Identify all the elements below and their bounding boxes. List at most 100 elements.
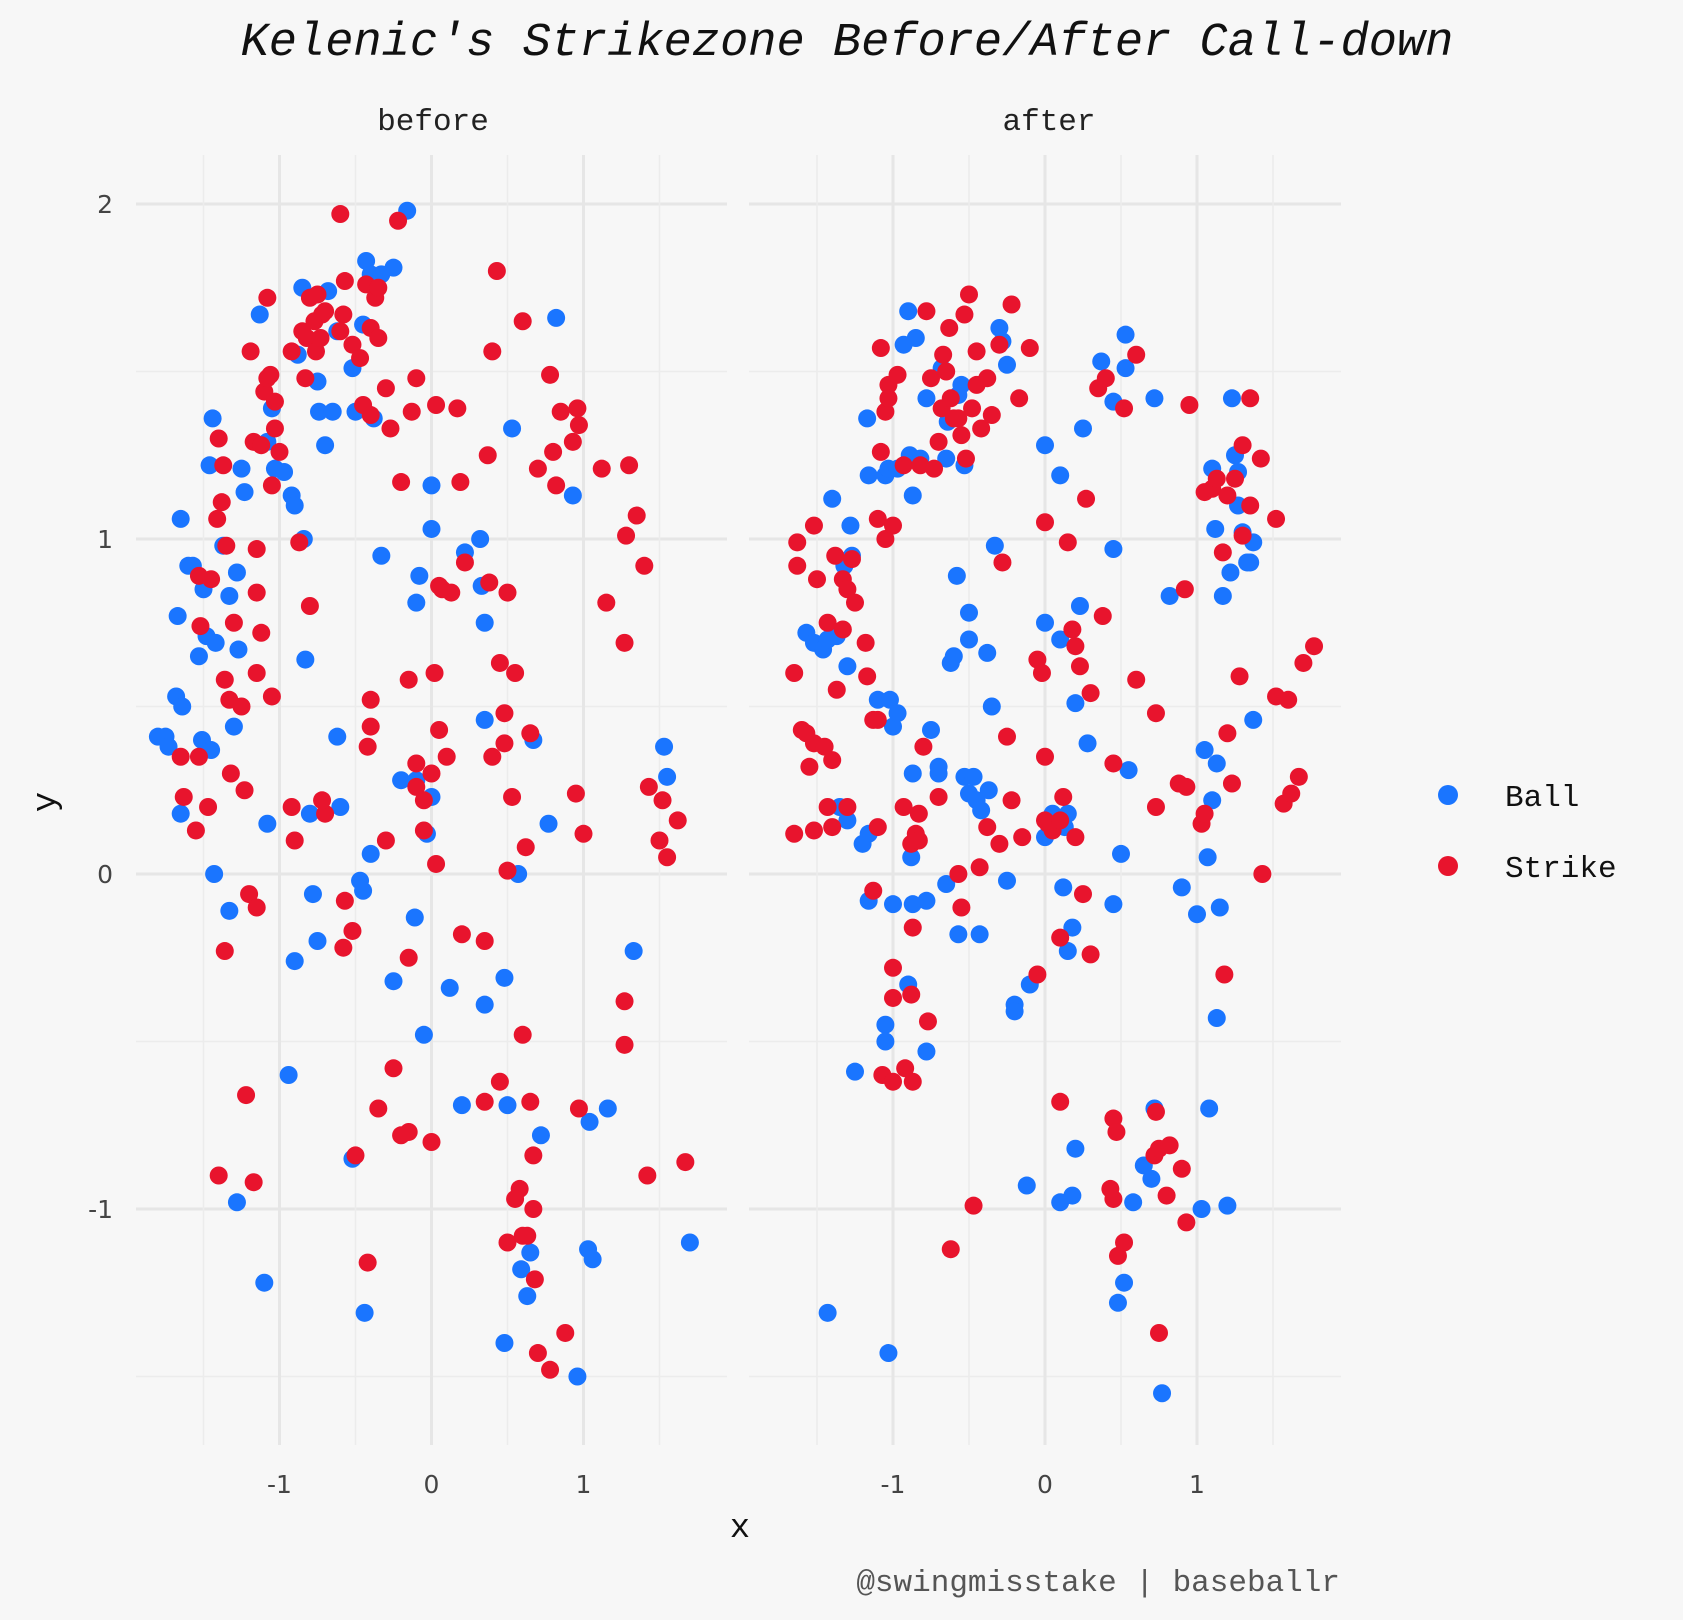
point-strike	[1195, 804, 1214, 823]
point-strike	[868, 710, 887, 729]
point-strike	[1104, 754, 1123, 773]
point-strike	[199, 798, 218, 816]
point-strike	[597, 593, 616, 612]
point-ball	[838, 811, 857, 830]
point-ball	[902, 848, 921, 867]
point-ball	[354, 881, 373, 900]
point-strike	[941, 1240, 960, 1259]
point-ball	[384, 258, 403, 277]
point-strike	[978, 369, 997, 388]
point-strike	[551, 402, 570, 421]
point-strike	[638, 1166, 657, 1185]
point-strike	[191, 617, 210, 636]
point-strike	[815, 737, 834, 756]
point-strike	[804, 821, 823, 840]
point-strike	[615, 1035, 634, 1054]
point-ball	[917, 389, 936, 408]
point-strike	[1175, 580, 1194, 599]
point-ball	[858, 409, 877, 428]
point-ball	[846, 1062, 864, 1081]
point-strike	[392, 473, 411, 492]
point-ball	[1116, 325, 1135, 344]
point-strike	[1074, 885, 1092, 904]
point-strike	[990, 335, 1009, 354]
point-strike	[1146, 1102, 1165, 1121]
point-strike	[1213, 543, 1232, 562]
point-strike	[1230, 667, 1249, 686]
point-strike	[376, 831, 395, 850]
point-strike	[990, 834, 1009, 853]
point-ball	[355, 1303, 374, 1322]
point-strike	[1108, 1246, 1127, 1265]
point-strike	[1251, 449, 1270, 468]
point-strike	[361, 717, 380, 736]
point-strike	[361, 406, 380, 425]
point-strike	[513, 312, 532, 331]
point-strike	[1282, 784, 1301, 803]
point-ball	[310, 402, 329, 421]
grid-after	[749, 155, 1341, 1445]
point-strike	[1177, 1213, 1196, 1232]
point-ball	[331, 798, 350, 816]
point-ball	[521, 1243, 540, 1262]
panel-label-before: before	[377, 105, 489, 140]
point-ball	[1036, 613, 1054, 632]
point-strike	[592, 459, 611, 478]
legend-label-strike: Strike	[1505, 852, 1617, 887]
point-strike	[658, 848, 677, 867]
point-strike	[524, 1200, 543, 1218]
legend-key-strike	[1438, 856, 1458, 876]
point-strike	[569, 416, 588, 435]
point-ball	[888, 704, 907, 723]
x-tick-label: 1	[576, 1470, 592, 1499]
point-ball	[414, 1025, 433, 1044]
point-strike	[1058, 533, 1077, 552]
point-strike	[978, 818, 997, 837]
point-ball	[255, 1273, 274, 1292]
point-strike	[513, 1226, 532, 1245]
point-strike	[430, 720, 449, 739]
point-strike	[1226, 469, 1244, 488]
point-ball	[949, 925, 968, 944]
point-strike	[422, 1133, 441, 1151]
point-strike	[244, 1173, 263, 1192]
point-strike	[247, 540, 266, 559]
point-ball	[1145, 389, 1164, 408]
point-strike	[407, 777, 426, 796]
point-ball	[303, 885, 322, 904]
point-ball	[1092, 352, 1111, 371]
point-ball	[680, 1233, 699, 1252]
point-ball	[947, 566, 966, 585]
point-strike	[358, 1253, 377, 1272]
point-strike	[864, 881, 883, 900]
point-strike	[1180, 396, 1199, 414]
point-strike	[868, 509, 887, 528]
point-strike	[1177, 777, 1196, 796]
point-strike	[856, 633, 875, 652]
point-ball	[173, 697, 192, 716]
y-tick-label: 1	[97, 525, 113, 554]
point-strike	[918, 1012, 937, 1031]
point-strike	[955, 305, 974, 324]
points-after	[785, 285, 1324, 1403]
point-ball	[937, 449, 956, 468]
point-strike	[290, 533, 309, 552]
x-tick-label: 0	[424, 1470, 440, 1499]
point-strike	[451, 473, 470, 492]
point-strike	[903, 918, 922, 937]
point-ball	[407, 593, 426, 612]
point-strike	[232, 697, 251, 716]
point-strike	[556, 1323, 575, 1342]
point-strike	[422, 764, 441, 783]
point-ball	[503, 419, 522, 438]
point-strike	[871, 339, 890, 358]
point-ball	[970, 925, 989, 944]
point-ball	[1172, 878, 1191, 897]
point-ball	[1206, 519, 1225, 538]
point-strike	[247, 583, 266, 602]
point-ball	[300, 804, 319, 823]
point-strike	[956, 449, 975, 468]
point-strike	[212, 493, 231, 512]
point-ball	[308, 932, 327, 950]
point-ball	[224, 717, 243, 736]
